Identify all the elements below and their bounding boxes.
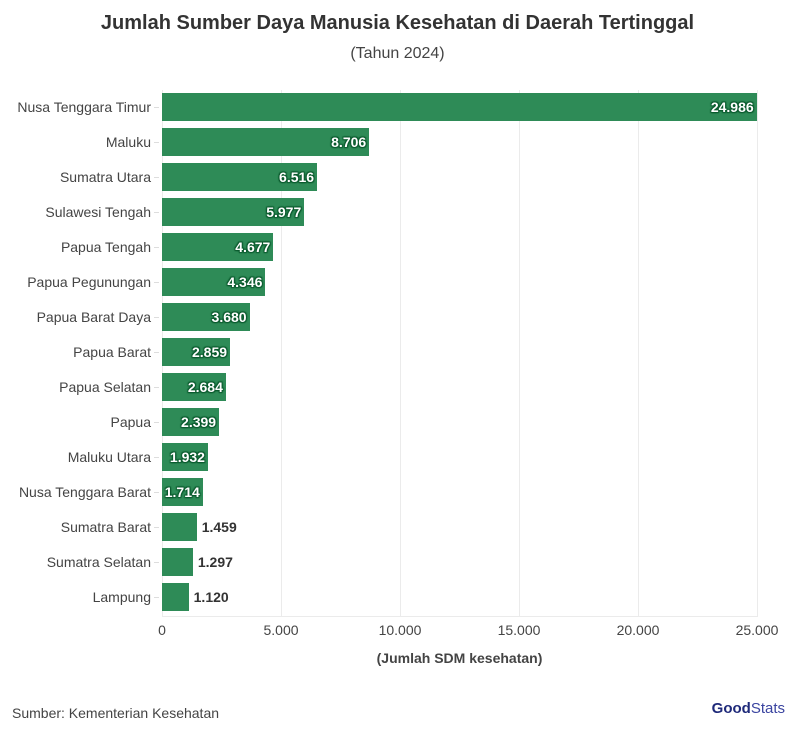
bar-row: 1.932 <box>162 443 757 471</box>
category-label: Sulawesi Tengah <box>45 204 151 220</box>
y-tick-mark <box>154 107 159 108</box>
value-label: 4.346 <box>227 274 263 290</box>
category-label: Papua <box>110 414 151 430</box>
bar[interactable] <box>162 303 250 331</box>
y-tick-mark <box>154 212 159 213</box>
bar[interactable] <box>162 548 193 576</box>
value-label: 2.399 <box>181 414 217 430</box>
x-tick-label: 20.000 <box>616 622 660 638</box>
bar[interactable] <box>162 233 274 261</box>
x-tick-label: 0 <box>158 622 166 638</box>
category-label: Papua Barat Daya <box>36 309 151 325</box>
value-label: 2.859 <box>191 344 228 360</box>
value-label: 2.684 <box>187 379 223 395</box>
value-label: 1.120 <box>193 589 229 605</box>
bar-row: 2.684 <box>162 373 757 401</box>
category-label: Maluku Utara <box>67 449 151 465</box>
bar[interactable] <box>162 408 220 436</box>
bar[interactable] <box>162 443 208 471</box>
bar[interactable] <box>162 513 197 541</box>
value-label: 1.459 <box>201 519 237 535</box>
category-label: Papua Selatan <box>59 379 151 395</box>
bar-row: 2.859 <box>162 338 757 366</box>
category-label: Papua Pegunungan <box>27 274 151 290</box>
category-label: Sumatra Barat <box>60 519 151 535</box>
gridline <box>757 90 758 617</box>
category-label: Papua Barat <box>73 344 151 360</box>
bar[interactable] <box>162 163 318 191</box>
bar-row: 4.346 <box>162 268 757 296</box>
chart-title: Jumlah Sumber Daya Manusia Kesehatan di … <box>100 12 695 34</box>
bar[interactable] <box>162 268 266 296</box>
plot-area: 24.986 8.706 6.516 5.977 4.677 4.346 3.680 2.85… <box>162 90 758 617</box>
value-label: 1.714 <box>164 484 200 500</box>
category-label: Nusa Tenggara Timur <box>17 99 151 115</box>
x-tick-label: 25.000 <box>735 622 779 638</box>
value-label: 6.516 <box>279 169 315 185</box>
category-label: Sumatra Utara <box>59 169 151 185</box>
y-tick-mark <box>154 387 159 388</box>
value-label: 1.297 <box>197 554 233 570</box>
chart-subtitle: (Tahun 2024) <box>350 45 445 62</box>
bar[interactable] <box>162 198 305 226</box>
x-tick-label: 10.000 <box>378 622 422 638</box>
gridline <box>638 90 639 617</box>
bar[interactable] <box>162 338 231 366</box>
value-label: 5.977 <box>266 204 302 220</box>
bar-row: 6.516 <box>162 163 757 191</box>
bar-row: 5.977 <box>162 198 757 226</box>
bar-row: 1.714 <box>162 478 757 506</box>
y-tick-mark <box>154 527 159 528</box>
bar-row: 2.399 <box>162 408 757 436</box>
bar-row: 1.459 <box>162 513 757 541</box>
category-label: Papua Tengah <box>60 239 151 255</box>
bar-row: 24.986 <box>162 93 757 121</box>
category-label: Sumatra Selatan <box>46 554 151 570</box>
y-tick-mark <box>154 282 159 283</box>
y-tick-mark <box>154 177 159 178</box>
gridline <box>281 90 282 617</box>
bar-row: 3.680 <box>162 303 757 331</box>
bar[interactable] <box>162 478 203 506</box>
y-tick-mark <box>154 317 159 318</box>
y-tick-mark <box>154 457 159 458</box>
goodstats-logo: GoodStats <box>712 700 785 717</box>
gridline <box>400 90 401 617</box>
logo-bold-text: Good <box>711 700 751 717</box>
bar-row: 8.706 <box>162 128 757 156</box>
bar-row: 4.677 <box>162 233 757 261</box>
logo-light-text: Stats <box>750 700 785 717</box>
category-label: Maluku <box>105 134 151 150</box>
x-tick-label: 15.000 <box>497 622 541 638</box>
bar-row: 1.297 <box>162 548 757 576</box>
gridline <box>519 90 520 617</box>
value-label: 1.932 <box>169 449 205 465</box>
bar[interactable] <box>162 373 226 401</box>
value-label: 3.680 <box>211 309 247 325</box>
y-tick-mark <box>154 352 159 353</box>
bar[interactable] <box>162 128 370 156</box>
category-label: Lampung <box>92 589 151 605</box>
y-tick-mark <box>154 422 159 423</box>
x-tick-label: 5.000 <box>263 622 299 638</box>
x-axis-label: (Jumlah SDM kesehatan) <box>376 650 543 666</box>
y-tick-mark <box>154 142 159 143</box>
y-tick-mark <box>154 562 159 563</box>
bar-row: 1.120 <box>162 583 757 611</box>
y-tick-mark <box>154 597 159 598</box>
source-note: Sumber: Kementerian Kesehatan <box>12 705 220 721</box>
y-tick-mark <box>154 247 159 248</box>
category-label: Nusa Tenggara Barat <box>18 484 151 500</box>
value-label: 4.677 <box>235 239 271 255</box>
x-axis-line <box>162 616 757 617</box>
y-tick-mark <box>154 492 159 493</box>
bar[interactable] <box>162 583 189 611</box>
bar[interactable] <box>162 93 757 121</box>
value-label: 8.706 <box>331 134 367 150</box>
value-label: 24.986 <box>710 99 754 115</box>
